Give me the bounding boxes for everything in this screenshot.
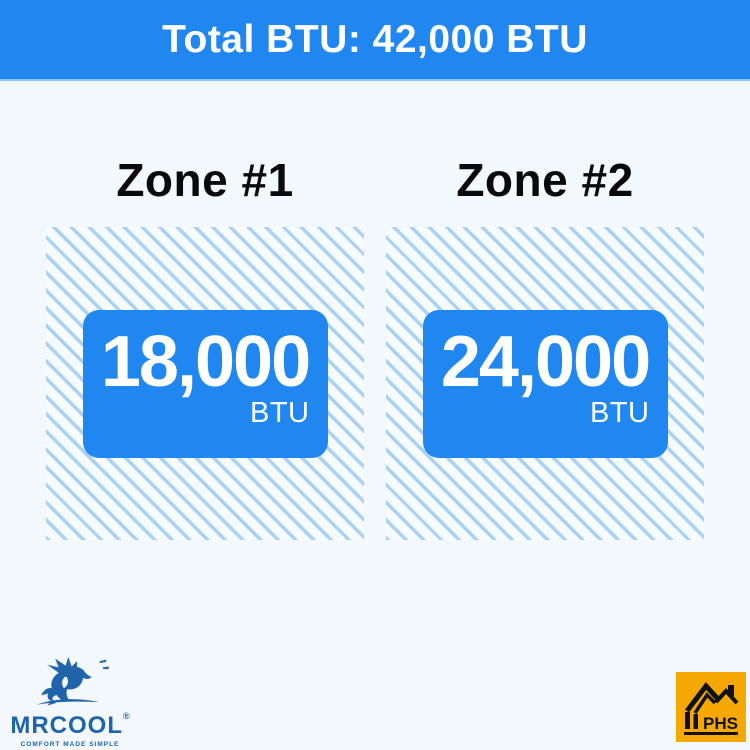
mrcool-wordmark: MRCOOL® [10, 711, 130, 739]
zone-1-title: Zone #1 [116, 154, 294, 206]
zone-2-title: Zone #2 [456, 154, 634, 206]
zone-2-btu-unit: BTU [590, 396, 650, 429]
total-btu-title: Total BTU: 42,000 BTU [162, 17, 588, 61]
zone-1: Zone #1 18,000 BTU [46, 153, 364, 541]
zone-1-hatched-area: 18,000 BTU [46, 227, 364, 541]
zone-2-hatched-area: 24,000 BTU [386, 227, 704, 541]
zone-1-btu-card: 18,000 BTU [82, 309, 328, 458]
mrcool-tagline: COMFORT MADE SIMPLE [20, 741, 120, 748]
mrcool-penguin-icon [36, 656, 110, 706]
mrcool-logo: MRCOOL® COMFORT MADE SIMPLE [10, 656, 130, 748]
zones-container: Zone #1 18,000 BTU Zone #2 24,000 BTU [0, 81, 750, 541]
phs-house-icon: PHS [676, 672, 746, 742]
registered-trademark-symbol: ® [123, 711, 130, 721]
zone-2: Zone #2 24,000 BTU [386, 153, 704, 541]
phs-label: PHS [703, 714, 738, 733]
zone-2-btu-card: 24,000 BTU [422, 309, 668, 458]
zone-1-btu-value: 18,000 [100, 321, 311, 402]
phs-logo: PHS [676, 672, 746, 742]
zone-1-btu-unit: BTU [250, 396, 310, 429]
header-banner: Total BTU: 42,000 BTU [0, 0, 750, 81]
zone-2-btu-value: 24,000 [440, 321, 651, 402]
